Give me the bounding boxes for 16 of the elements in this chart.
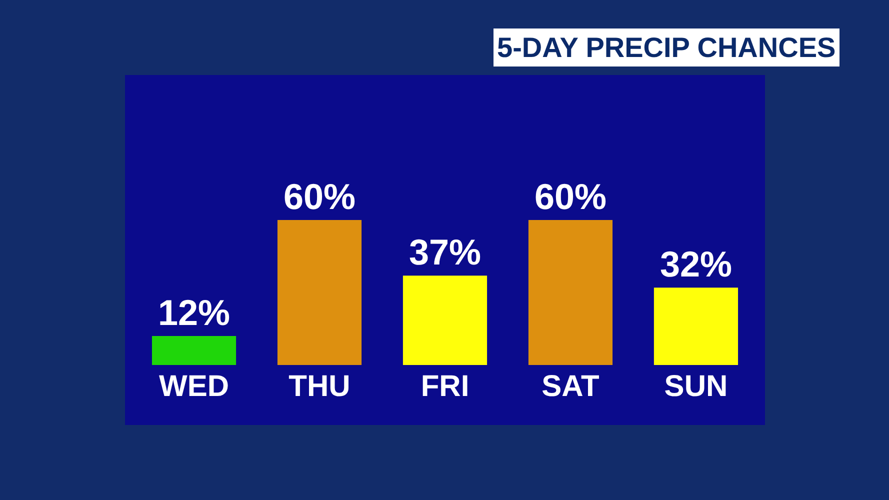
x-tick-label: SAT — [542, 370, 600, 403]
bar — [654, 288, 738, 365]
bar — [528, 220, 613, 365]
data-label: 32% — [660, 244, 732, 285]
data-label: 60% — [283, 176, 356, 217]
bar — [402, 276, 488, 365]
data-label: 60% — [534, 176, 607, 217]
bar — [152, 336, 236, 365]
x-tick-label: SUN — [664, 370, 728, 403]
bar — [277, 220, 362, 365]
data-label: 12% — [158, 292, 230, 333]
x-tick-label: WED — [159, 370, 230, 403]
chart-title: 5-DAY PRECIP CHANCES — [497, 32, 836, 63]
x-tick-label: THU — [288, 370, 350, 403]
data-label: 37% — [408, 232, 482, 273]
x-tick-label: FRI — [420, 370, 470, 403]
